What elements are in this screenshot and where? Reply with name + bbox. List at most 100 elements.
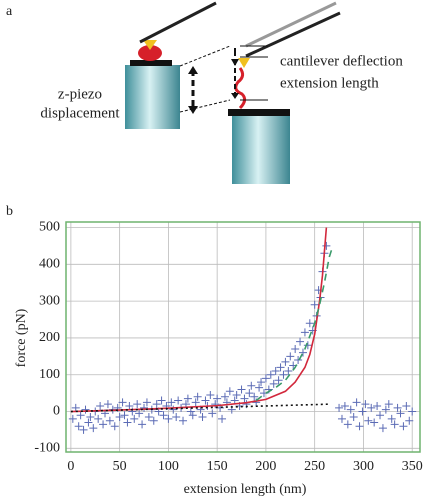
data-point [167,398,176,407]
data-point [172,413,181,422]
x-axis-label: extension length (nm) [184,482,307,497]
data-point [390,420,399,429]
data-point [232,390,241,399]
data-point [240,394,249,403]
tip [238,58,250,68]
cantilever [139,1,217,44]
panel-label: b [6,204,13,219]
y-tick-label: 500 [39,220,60,235]
y-axis-label: force (pN) [14,308,29,367]
data-point [152,400,161,409]
data-point [157,396,166,405]
data-point [86,413,95,422]
data-point [337,414,346,423]
data-point [408,407,417,416]
piezo-left [125,65,180,129]
data-point [269,379,278,388]
data-point [193,392,202,401]
data-point [99,420,108,429]
x-tick-label: 50 [113,459,127,474]
data-point [384,400,393,409]
data-point [294,356,303,364]
diagram-label: extension length [280,75,379,91]
data-point [402,402,411,410]
data-point [138,420,147,429]
data-point [296,337,305,346]
substrate [228,109,290,116]
data-point [245,389,254,398]
data-point [115,413,124,422]
data-point [174,396,183,405]
data-point [361,400,370,409]
data-point [271,367,280,376]
data-point [335,403,344,412]
y-tick-label: 200 [39,330,60,345]
data-point [211,400,220,409]
data-point [310,300,319,309]
data-point [159,411,168,420]
y-tick-label: 0 [53,404,60,419]
x-tick-label: 100 [158,459,179,474]
x-tick-label: 200 [255,459,276,474]
data-point [105,416,114,425]
data-point [346,405,355,414]
data-point [220,392,229,401]
data-point [140,403,149,412]
data-point [237,385,246,394]
data-point [393,403,402,412]
data-point [169,405,178,414]
diagram-label: displacement [40,105,120,121]
molecule [234,67,247,110]
data-point [291,344,300,353]
data-point [208,409,217,418]
data-point [376,411,385,420]
cantilever-rest [245,1,337,48]
data-point [399,422,408,431]
data-point [68,414,77,423]
panel-label: a [6,4,13,19]
data-point [142,398,151,407]
y-tick-label: 300 [39,293,60,308]
data-point [373,402,382,410]
data-point [405,416,414,425]
data-point [103,400,112,409]
diagram-label: cantilever deflection [280,53,403,69]
data-point [266,370,275,379]
molecule [138,45,162,61]
data-point [298,348,307,357]
data-point [198,413,207,422]
x-tick-label: 150 [207,459,228,474]
data-point [322,241,331,250]
fit-line [70,227,328,413]
data-point [364,416,373,425]
data-point [188,411,197,420]
data-point [367,403,376,412]
data-point [355,422,364,431]
data-point [286,352,295,361]
data-point [71,403,80,412]
data-point [225,387,234,396]
data-point [378,424,387,433]
data-point [276,363,285,372]
data-point [281,357,290,366]
data-point [387,414,396,423]
data-point [305,319,314,328]
y-tick-label: -100 [34,441,60,456]
data-point [74,422,83,431]
data-point [133,400,142,409]
diagram [125,1,341,184]
x-tick-label: 300 [353,459,374,474]
data-point [149,416,158,425]
data-point [257,378,266,387]
data-point [183,394,192,403]
data-point [79,425,88,434]
data-point [125,402,134,410]
data-point [261,374,270,383]
data-point [123,418,132,427]
x-tick-label: 0 [67,459,74,474]
data-point [135,409,144,418]
piezo-right [232,116,290,184]
data-point [94,414,103,423]
fit-line [70,403,330,413]
